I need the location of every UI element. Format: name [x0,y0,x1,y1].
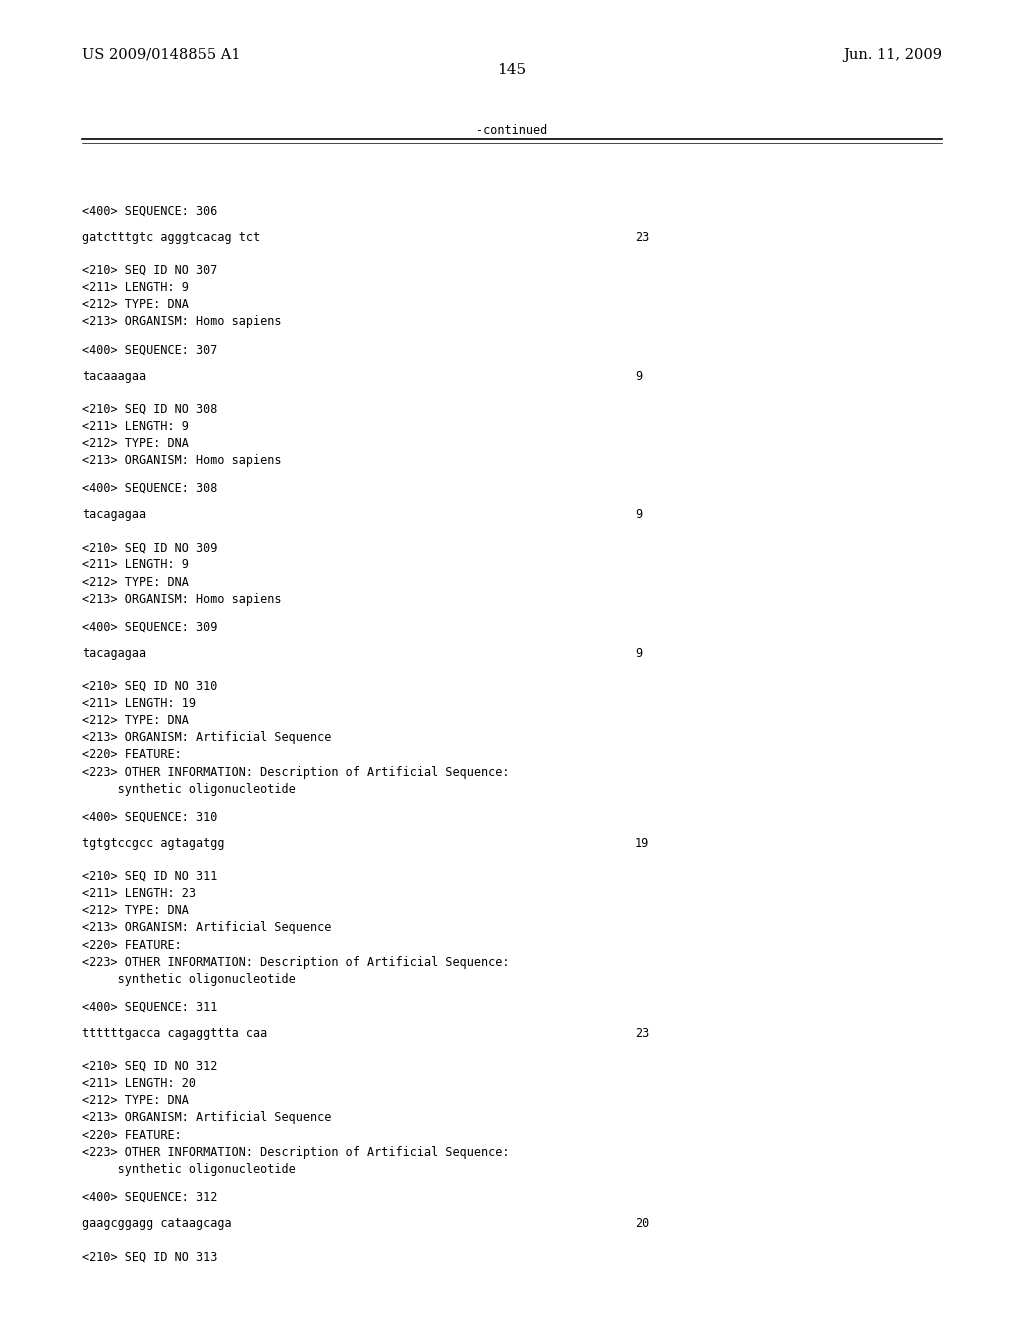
Text: synthetic oligonucleotide: synthetic oligonucleotide [82,1163,296,1176]
Text: gatctttgtc agggtcacag tct: gatctttgtc agggtcacag tct [82,231,260,244]
Text: <400> SEQUENCE: 307: <400> SEQUENCE: 307 [82,343,217,356]
Text: 9: 9 [635,508,642,521]
Text: <211> LENGTH: 9: <211> LENGTH: 9 [82,420,188,433]
Text: synthetic oligonucleotide: synthetic oligonucleotide [82,973,296,986]
Text: <400> SEQUENCE: 310: <400> SEQUENCE: 310 [82,810,217,824]
Text: tacagagaa: tacagagaa [82,508,146,521]
Text: 19: 19 [635,837,649,850]
Text: 145: 145 [498,63,526,78]
Text: Jun. 11, 2009: Jun. 11, 2009 [843,48,942,62]
Text: <220> FEATURE:: <220> FEATURE: [82,939,181,952]
Text: <213> ORGANISM: Artificial Sequence: <213> ORGANISM: Artificial Sequence [82,1111,332,1125]
Text: <211> LENGTH: 20: <211> LENGTH: 20 [82,1077,196,1090]
Text: <213> ORGANISM: Homo sapiens: <213> ORGANISM: Homo sapiens [82,593,282,606]
Text: <223> OTHER INFORMATION: Description of Artificial Sequence:: <223> OTHER INFORMATION: Description of … [82,956,509,969]
Text: <400> SEQUENCE: 309: <400> SEQUENCE: 309 [82,620,217,634]
Text: <223> OTHER INFORMATION: Description of Artificial Sequence:: <223> OTHER INFORMATION: Description of … [82,1146,509,1159]
Text: <213> ORGANISM: Homo sapiens: <213> ORGANISM: Homo sapiens [82,315,282,329]
Text: 20: 20 [635,1217,649,1230]
Text: <213> ORGANISM: Artificial Sequence: <213> ORGANISM: Artificial Sequence [82,921,332,935]
Text: <211> LENGTH: 23: <211> LENGTH: 23 [82,887,196,900]
Text: <210> SEQ ID NO 311: <210> SEQ ID NO 311 [82,870,217,883]
Text: <213> ORGANISM: Artificial Sequence: <213> ORGANISM: Artificial Sequence [82,731,332,744]
Text: 23: 23 [635,1027,649,1040]
Text: synthetic oligonucleotide: synthetic oligonucleotide [82,783,296,796]
Text: <210> SEQ ID NO 308: <210> SEQ ID NO 308 [82,403,217,416]
Text: <210> SEQ ID NO 307: <210> SEQ ID NO 307 [82,264,217,277]
Text: <213> ORGANISM: Homo sapiens: <213> ORGANISM: Homo sapiens [82,454,282,467]
Text: <212> TYPE: DNA: <212> TYPE: DNA [82,904,188,917]
Text: <210> SEQ ID NO 313: <210> SEQ ID NO 313 [82,1250,217,1263]
Text: <211> LENGTH: 9: <211> LENGTH: 9 [82,281,188,294]
Text: 9: 9 [635,647,642,660]
Text: <211> LENGTH: 19: <211> LENGTH: 19 [82,697,196,710]
Text: <210> SEQ ID NO 310: <210> SEQ ID NO 310 [82,680,217,693]
Text: ttttttgacca cagaggttta caa: ttttttgacca cagaggttta caa [82,1027,267,1040]
Text: <220> FEATURE:: <220> FEATURE: [82,1129,181,1142]
Text: <212> TYPE: DNA: <212> TYPE: DNA [82,1094,188,1107]
Text: <220> FEATURE:: <220> FEATURE: [82,748,181,762]
Text: <212> TYPE: DNA: <212> TYPE: DNA [82,437,188,450]
Text: tgtgtccgcc agtagatgg: tgtgtccgcc agtagatgg [82,837,224,850]
Text: tacaaagaa: tacaaagaa [82,370,146,383]
Text: <400> SEQUENCE: 306: <400> SEQUENCE: 306 [82,205,217,218]
Text: <400> SEQUENCE: 308: <400> SEQUENCE: 308 [82,482,217,495]
Text: <211> LENGTH: 9: <211> LENGTH: 9 [82,558,188,572]
Text: <210> SEQ ID NO 312: <210> SEQ ID NO 312 [82,1060,217,1073]
Text: <400> SEQUENCE: 311: <400> SEQUENCE: 311 [82,1001,217,1014]
Text: <223> OTHER INFORMATION: Description of Artificial Sequence:: <223> OTHER INFORMATION: Description of … [82,766,509,779]
Text: <210> SEQ ID NO 309: <210> SEQ ID NO 309 [82,541,217,554]
Text: <400> SEQUENCE: 312: <400> SEQUENCE: 312 [82,1191,217,1204]
Text: 23: 23 [635,231,649,244]
Text: tacagagaa: tacagagaa [82,647,146,660]
Text: 9: 9 [635,370,642,383]
Text: -continued: -continued [476,124,548,137]
Text: US 2009/0148855 A1: US 2009/0148855 A1 [82,48,241,62]
Text: <212> TYPE: DNA: <212> TYPE: DNA [82,298,188,312]
Text: <212> TYPE: DNA: <212> TYPE: DNA [82,576,188,589]
Text: <212> TYPE: DNA: <212> TYPE: DNA [82,714,188,727]
Text: gaagcggagg cataagcaga: gaagcggagg cataagcaga [82,1217,231,1230]
